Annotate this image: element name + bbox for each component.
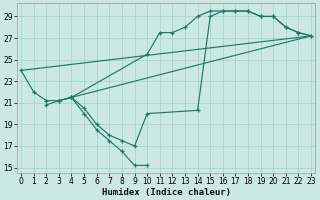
X-axis label: Humidex (Indice chaleur): Humidex (Indice chaleur)	[101, 188, 231, 197]
